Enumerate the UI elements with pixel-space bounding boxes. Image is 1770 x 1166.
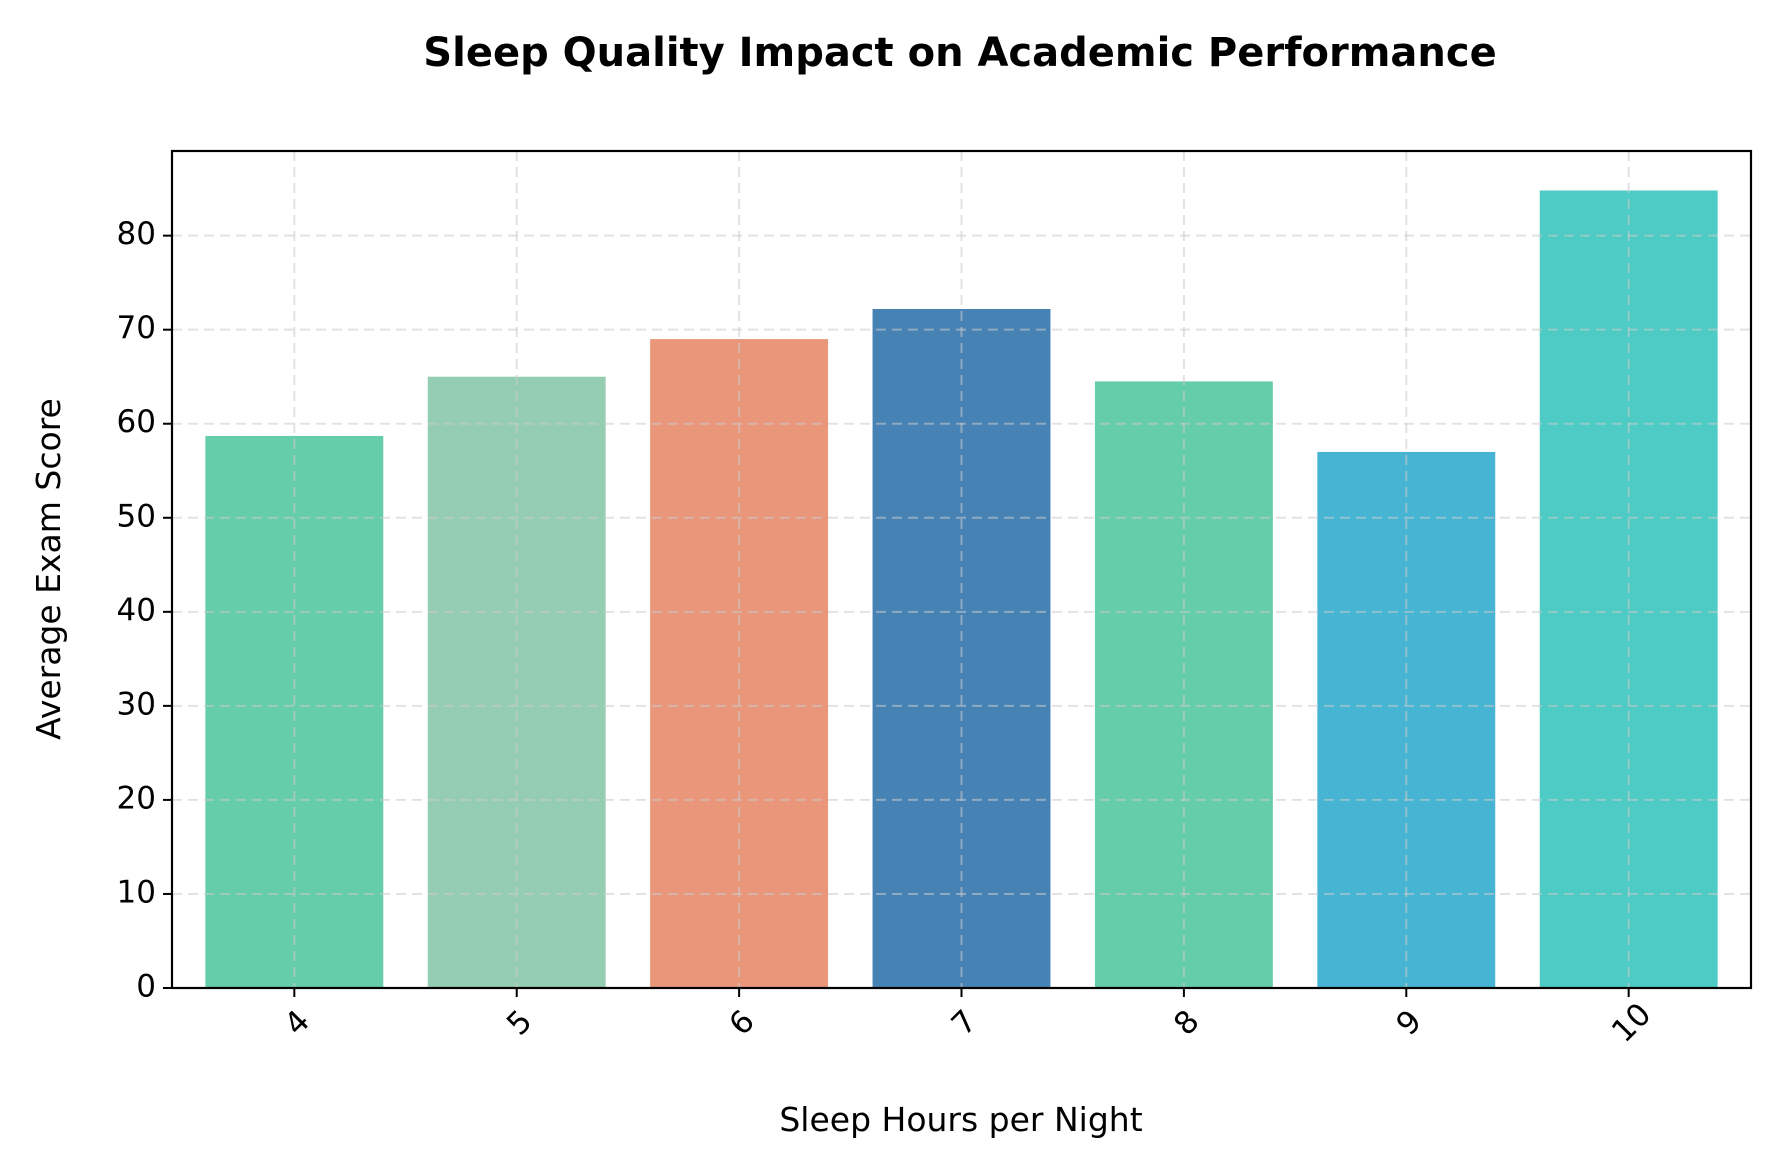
x-axis-ticks: 4 5 6 7 8 9 10 xyxy=(278,988,1658,1050)
y-tick-label: 80 xyxy=(117,216,156,252)
x-tick-label: 6 xyxy=(722,1003,761,1042)
x-tick-label: 4 xyxy=(278,1003,317,1042)
y-tick-label: 60 xyxy=(117,404,156,440)
grid xyxy=(172,151,1751,989)
y-tick-label: 30 xyxy=(117,686,156,722)
x-tick-label: 9 xyxy=(1390,1003,1429,1042)
y-tick-label: 70 xyxy=(117,310,156,346)
y-tick-label: 0 xyxy=(136,969,156,1005)
y-tick-label: 50 xyxy=(117,498,156,534)
x-tick-label: 7 xyxy=(945,1003,984,1042)
x-tick-label: 8 xyxy=(1167,1003,1206,1042)
x-tick-label: 5 xyxy=(500,1003,539,1042)
y-tick-label: 20 xyxy=(117,780,156,816)
plot-frame xyxy=(170,149,1753,990)
y-tick-label: 10 xyxy=(117,874,156,910)
y-axis-label: Average Exam Score xyxy=(29,398,68,740)
y-axis-ticks: 0 10 20 30 40 50 60 70 80 xyxy=(117,216,172,1005)
y-tick-label: 40 xyxy=(117,592,156,628)
chart-title: Sleep Quality Impact on Academic Perform… xyxy=(423,30,1496,76)
x-tick-label: 10 xyxy=(1605,996,1658,1049)
x-axis-label: Sleep Hours per Night xyxy=(779,1100,1142,1139)
